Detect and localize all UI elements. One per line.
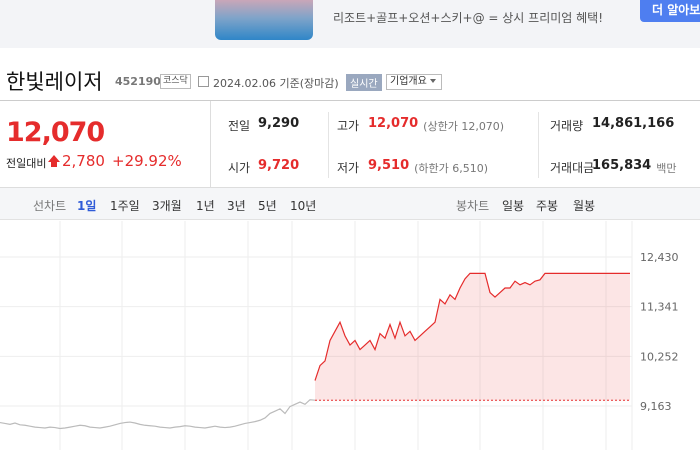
tab[interactable]: 1주일	[110, 199, 140, 213]
ad-text: 리조트+골프+오션+스키+@ = 상시 프리미엄 혜택!	[333, 11, 604, 25]
dropdown-arrow	[430, 79, 436, 83]
cell-label: 거래대금	[550, 161, 595, 175]
change-label: 전일대비	[6, 157, 47, 170]
y-tick-label: 10,252	[640, 350, 679, 363]
area-fill	[315, 273, 630, 401]
tab[interactable]: 3개월	[152, 199, 182, 213]
tab-bar	[0, 188, 700, 220]
cell-label: 저가	[337, 161, 360, 175]
market-badge: 코스닥	[160, 74, 191, 89]
cell-label: 시가	[228, 161, 251, 175]
ad-button[interactable]: 더 알아보	[640, 0, 700, 22]
divider	[538, 112, 539, 178]
realtime-badge[interactable]: 실시간	[346, 74, 382, 91]
ad-banner	[0, 0, 700, 48]
change: 2,780	[62, 152, 105, 170]
change-rate: +29.92%	[112, 152, 182, 170]
cell-note: (상한가 12,070)	[423, 120, 505, 133]
cell-label: 전일	[228, 119, 251, 133]
price: 12,070	[6, 117, 105, 148]
line-series	[0, 399, 316, 430]
line-series	[314, 272, 630, 381]
cell-note: 백만	[656, 162, 677, 175]
divider	[210, 101, 211, 187]
cell-label: 거래량	[550, 119, 584, 133]
tab[interactable]: 1일	[77, 199, 97, 213]
tab[interactable]: 1년	[196, 199, 215, 213]
quote-box	[0, 100, 700, 188]
y-tick-label: 11,341	[640, 301, 679, 314]
cell-value: 165,834	[592, 158, 652, 173]
tab[interactable]: 3년	[227, 199, 246, 213]
divider	[328, 112, 329, 178]
tab-group-label: 봉차트	[456, 199, 490, 213]
date: 2024.02.06 기준(장마감)	[213, 77, 339, 90]
tab[interactable]: 월봉	[573, 199, 596, 213]
tab-group-label: 선차트	[33, 199, 67, 213]
cell-label: 고가	[337, 119, 360, 133]
y-tick-label: 12,430	[640, 251, 679, 264]
cell-value: 14,861,166	[592, 116, 675, 131]
stock-code: 452190	[115, 75, 161, 88]
tab[interactable]: 주봉	[536, 199, 559, 213]
calendar-icon	[198, 76, 209, 87]
vertical-grid	[59, 221, 633, 450]
cell-value: 9,510	[368, 158, 410, 173]
cell-value: 12,070	[368, 116, 419, 131]
company-dropdown[interactable]: 기업개요	[386, 74, 442, 90]
cell-note: (하한가 6,510)	[414, 162, 489, 175]
tab[interactable]: 10년	[290, 199, 317, 213]
cell-value: 9,720	[258, 158, 300, 173]
up-icon	[48, 155, 60, 167]
ad-image	[215, 0, 313, 40]
y-tick-label: 9,163	[640, 400, 672, 413]
tab[interactable]: 일봉	[502, 199, 525, 213]
stock-name: 한빛레이저	[6, 70, 103, 94]
tab[interactable]: 5년	[258, 199, 277, 213]
cell-value: 9,290	[258, 116, 300, 131]
